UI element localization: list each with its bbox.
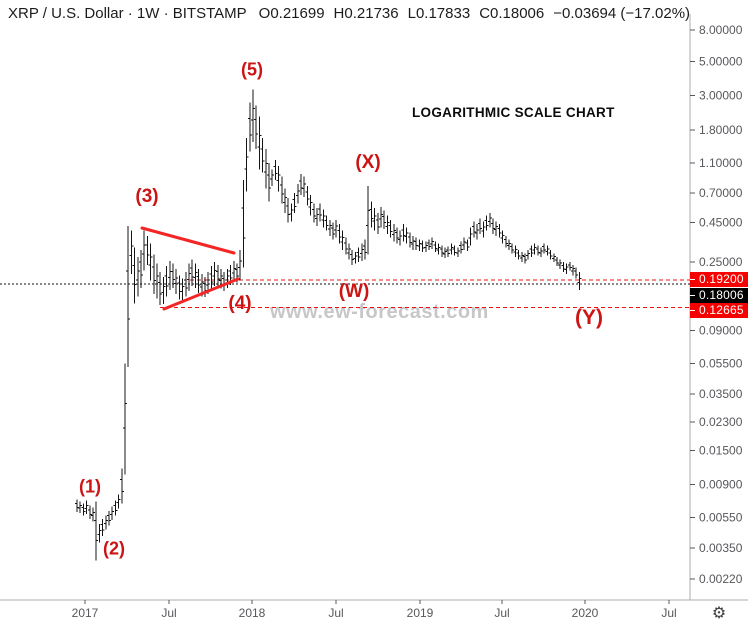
svg-text:1.80000: 1.80000 bbox=[699, 123, 743, 137]
wave-label-3[interactable]: (3) bbox=[135, 186, 159, 207]
trend-lines[interactable] bbox=[140, 226, 240, 311]
svg-text:0.00550: 0.00550 bbox=[699, 511, 743, 525]
svg-text:Jul: Jul bbox=[161, 606, 176, 620]
svg-text:0.00350: 0.00350 bbox=[699, 541, 743, 555]
wave-label-5[interactable]: (5) bbox=[241, 59, 263, 80]
svg-text:0.00900: 0.00900 bbox=[699, 478, 743, 492]
ohlc-low: L0.17833 bbox=[407, 4, 471, 22]
wave-label-Y[interactable]: (Y) bbox=[575, 306, 603, 329]
svg-text:5.00000: 5.00000 bbox=[699, 54, 743, 68]
wave-label-4[interactable]: (4) bbox=[228, 293, 252, 314]
scale-note-label: LOGARITHMIC SCALE CHART bbox=[412, 105, 615, 120]
svg-text:2018: 2018 bbox=[239, 606, 266, 620]
wave-label-W[interactable]: (W) bbox=[338, 281, 370, 302]
svg-text:Jul: Jul bbox=[328, 606, 343, 620]
badge-tick bbox=[690, 279, 695, 281]
svg-text:Jul: Jul bbox=[661, 606, 676, 620]
trend-line-triangle-lower bbox=[162, 277, 240, 311]
time-axis-settings-button[interactable]: ⚙ bbox=[704, 601, 734, 623]
horizontal-price-lines[interactable] bbox=[0, 279, 690, 309]
svg-text:0.09000: 0.09000 bbox=[699, 324, 743, 338]
svg-text:0.25000: 0.25000 bbox=[699, 255, 743, 269]
ohlc-close: C0.18006 bbox=[479, 4, 545, 22]
wave-label-X[interactable]: (X) bbox=[355, 152, 381, 173]
svg-text:0.02300: 0.02300 bbox=[699, 415, 743, 429]
badge-tick bbox=[690, 294, 695, 296]
svg-text:2019: 2019 bbox=[407, 606, 434, 620]
svg-text:0.05500: 0.05500 bbox=[699, 356, 743, 370]
svg-text:0.45000: 0.45000 bbox=[699, 216, 743, 230]
svg-text:2020: 2020 bbox=[572, 606, 599, 620]
gear-icon: ⚙ bbox=[711, 602, 727, 622]
svg-text:Jul: Jul bbox=[494, 606, 509, 620]
svg-text:0.70000: 0.70000 bbox=[699, 186, 743, 200]
watermark-text: www.ew-forecast.com bbox=[270, 301, 489, 323]
svg-text:1.10000: 1.10000 bbox=[699, 156, 743, 170]
ohlc-change: −0.03694 (−17.02%) bbox=[553, 4, 691, 22]
symbol-title[interactable]: XRP / U.S. Dollar · 1W · BITSTAMP bbox=[8, 4, 247, 22]
svg-text:0.03500: 0.03500 bbox=[699, 387, 743, 401]
price-badge-0.12665: 0.12665 bbox=[690, 303, 748, 319]
price-badge-0.19200: 0.19200 bbox=[690, 272, 748, 288]
svg-text:0.01500: 0.01500 bbox=[699, 444, 743, 458]
ohlc-open: O0.21699 bbox=[258, 4, 325, 22]
symbol-info-bar: XRP / U.S. Dollar · 1W · BITSTAMP O0.216… bbox=[8, 3, 690, 23]
trend-line-triangle-upper bbox=[140, 226, 236, 255]
time-axis[interactable]: 2017 Jul 2018 Jul 2019 Jul 2020 Jul bbox=[72, 600, 677, 620]
svg-text:3.00000: 3.00000 bbox=[699, 89, 743, 103]
svg-text:0.00220: 0.00220 bbox=[699, 572, 743, 586]
price-axis[interactable]: 8.00000 5.00000 3.00000 1.80000 1.10000 0.700… bbox=[690, 23, 743, 586]
ohlc-bars bbox=[75, 89, 582, 561]
price-badge-0.18006: 0.18006 bbox=[690, 287, 748, 303]
badge-tick bbox=[690, 310, 695, 312]
svg-text:2017: 2017 bbox=[72, 606, 99, 620]
svg-text:8.00000: 8.00000 bbox=[699, 23, 743, 37]
wave-label-2[interactable]: (2) bbox=[103, 538, 125, 559]
wave-label-1[interactable]: (1) bbox=[79, 476, 101, 497]
ohlc-high: H0.21736 bbox=[333, 4, 399, 22]
